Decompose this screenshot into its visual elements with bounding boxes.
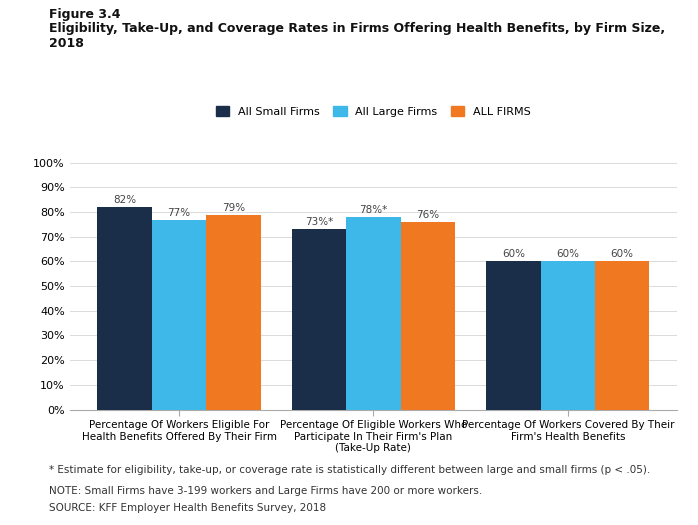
Text: 73%*: 73%*: [305, 217, 333, 227]
Text: 60%: 60%: [556, 249, 579, 259]
Text: 78%*: 78%*: [359, 205, 387, 215]
Text: * Estimate for eligibility, take-up, or coverage rate is statistically different: * Estimate for eligibility, take-up, or …: [49, 465, 650, 475]
Text: 82%: 82%: [113, 195, 136, 205]
Text: 79%: 79%: [222, 203, 245, 213]
Text: Eligibility, Take-Up, and Coverage Rates in Firms Offering Health Benefits, by F: Eligibility, Take-Up, and Coverage Rates…: [49, 22, 665, 35]
Bar: [487, 261, 541, 410]
Bar: [541, 261, 595, 410]
Bar: [595, 261, 649, 410]
Text: 76%: 76%: [416, 210, 440, 220]
Text: 77%: 77%: [168, 207, 191, 217]
Text: NOTE: Small Firms have 3-199 workers and Large Firms have 200 or more workers.: NOTE: Small Firms have 3-199 workers and…: [49, 486, 482, 496]
Bar: [98, 207, 152, 410]
Bar: [346, 217, 401, 410]
Text: 2018: 2018: [49, 37, 84, 50]
Text: SOURCE: KFF Employer Health Benefits Survey, 2018: SOURCE: KFF Employer Health Benefits Sur…: [49, 503, 326, 513]
Text: 60%: 60%: [611, 249, 634, 259]
Text: 60%: 60%: [502, 249, 525, 259]
Bar: [152, 219, 206, 410]
Bar: [206, 215, 260, 410]
Text: Figure 3.4: Figure 3.4: [49, 8, 120, 21]
Bar: [292, 229, 346, 410]
Legend: All Small Firms, All Large Firms, ALL FIRMS: All Small Firms, All Large Firms, ALL FI…: [211, 102, 535, 121]
Bar: [401, 222, 455, 410]
